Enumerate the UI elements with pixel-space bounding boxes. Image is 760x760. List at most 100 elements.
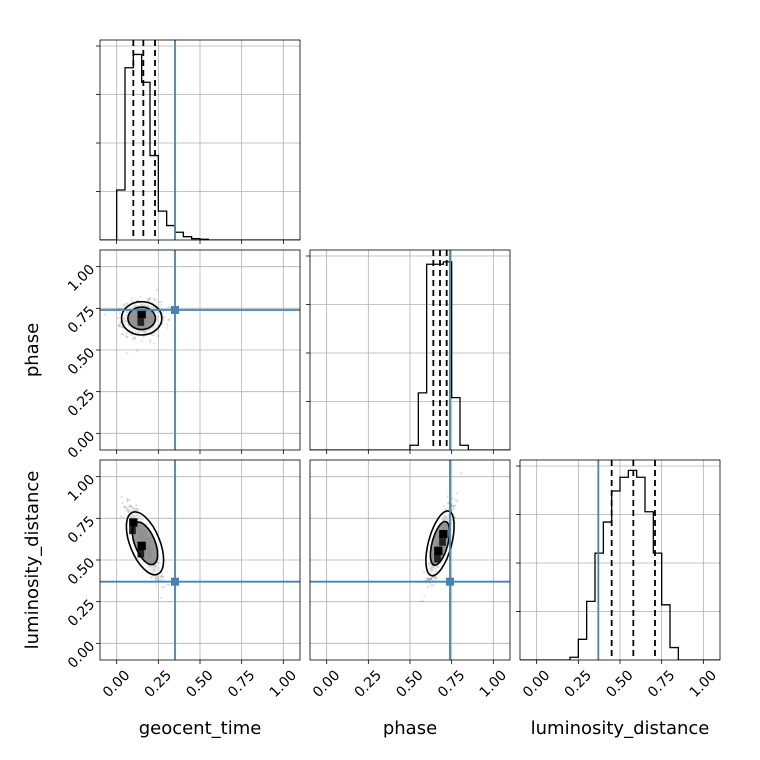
y-tick-label: 0.75 (65, 513, 98, 546)
sample-point (149, 339, 152, 342)
sample-point (453, 498, 456, 501)
sample-point (128, 505, 131, 508)
sample-point (135, 349, 139, 352)
sample-point (124, 506, 127, 510)
sample-point (135, 507, 138, 510)
sample-point (165, 583, 168, 586)
sample-point (117, 316, 120, 320)
sample-point (430, 584, 433, 587)
y-tick-label: 0.25 (65, 387, 98, 420)
sample-point (126, 500, 129, 503)
sample-point (128, 504, 132, 507)
sample-point (125, 302, 128, 305)
scatter-panel-phase-vs-luminosity_distance (310, 460, 510, 660)
sample-point (149, 296, 152, 300)
contour-inner (127, 306, 157, 331)
sample-point (125, 509, 128, 512)
sample-point (117, 324, 120, 327)
histogram-phase (310, 250, 510, 450)
sample-point (125, 332, 128, 335)
sample-point (119, 321, 122, 324)
sample-point (153, 342, 156, 345)
sample-point (120, 307, 123, 310)
sample-point (147, 299, 150, 302)
sample-point (432, 576, 436, 579)
histogram-step (100, 53, 300, 240)
sample-point (126, 302, 129, 305)
sample-point (159, 304, 162, 307)
sample-point (119, 515, 122, 518)
sample-point (142, 335, 145, 338)
sample-point (168, 306, 171, 309)
x-axis-label-geocent_time: geocent_time (139, 718, 262, 739)
sample-point (128, 510, 131, 513)
sample-point (123, 304, 126, 307)
sample-point (148, 297, 151, 300)
sample-point (155, 577, 158, 581)
sample-point (155, 288, 158, 291)
truth-marker (446, 577, 454, 586)
sample-point (161, 571, 164, 575)
sample-point (166, 326, 169, 329)
sample-point (127, 505, 130, 508)
density-peak-block (434, 555, 441, 563)
contour-outer (120, 300, 163, 336)
histogram-geocent_time (100, 40, 300, 240)
sample-point (451, 505, 455, 508)
sample-point (161, 576, 164, 579)
sample-point (162, 585, 166, 589)
sample-point (156, 575, 159, 578)
y-tick-label: 0.00 (65, 428, 98, 461)
x-axis-label-luminosity_distance: luminosity_distance (531, 718, 710, 739)
sample-point (126, 498, 129, 501)
sample-point (153, 297, 156, 301)
sample-point (426, 585, 430, 589)
sample-point (446, 502, 450, 505)
sample-point (435, 577, 438, 580)
x-tick-label: 0.75 (225, 667, 258, 700)
x-tick-label: 0.50 (393, 667, 426, 700)
sample-point (152, 334, 155, 337)
sample-point (119, 323, 122, 326)
sample-point (160, 300, 163, 303)
sample-point (150, 575, 154, 578)
density-peak-block (137, 318, 145, 326)
sample-point (455, 492, 458, 495)
y-tick-label: 0.00 (65, 638, 98, 671)
sample-point (121, 326, 124, 329)
contour-outer (425, 510, 455, 577)
sample-point (157, 334, 160, 337)
sample-point (126, 335, 129, 338)
sample-point (159, 596, 162, 600)
sample-point (167, 318, 170, 322)
x-tick-label: 0.25 (142, 667, 175, 700)
sample-point (427, 578, 431, 582)
sample-point (157, 577, 160, 580)
sample-point (134, 508, 137, 511)
sample-point (120, 495, 123, 499)
sample-point (451, 509, 454, 512)
sample-point (131, 300, 134, 303)
sample-point (132, 507, 135, 510)
sample-point (427, 576, 431, 579)
sample-point (131, 507, 134, 510)
sample-point (429, 578, 433, 581)
x-tick-label: 0.00 (520, 667, 553, 700)
sample-point (450, 505, 453, 508)
x-tick-label: 0.25 (562, 667, 595, 700)
sample-point (118, 311, 122, 315)
sample-point (131, 338, 135, 341)
sample-point (123, 303, 127, 306)
sample-point (450, 503, 453, 506)
sample-point (160, 574, 163, 577)
sample-point (130, 505, 133, 508)
contour-inner (131, 521, 159, 566)
x-tick-label: 0.00 (100, 667, 133, 700)
sample-point (431, 584, 435, 587)
sample-point (154, 579, 157, 582)
sample-point (421, 599, 424, 602)
sample-point (425, 577, 428, 580)
sample-point (135, 508, 139, 511)
sample-point (136, 508, 140, 511)
